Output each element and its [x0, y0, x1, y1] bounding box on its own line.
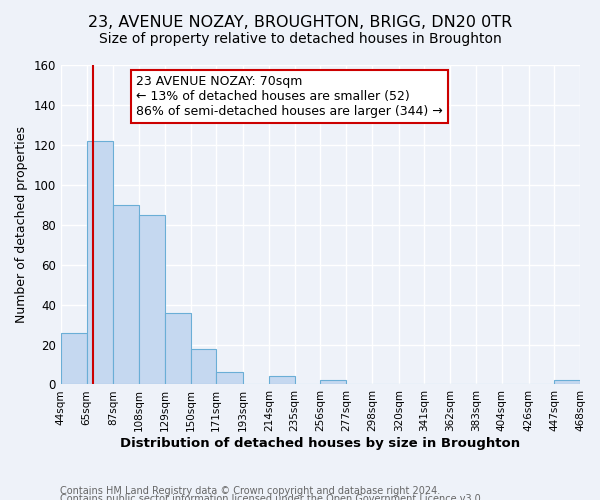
Text: 23, AVENUE NOZAY, BROUGHTON, BRIGG, DN20 0TR: 23, AVENUE NOZAY, BROUGHTON, BRIGG, DN20… — [88, 15, 512, 30]
Bar — [61, 332, 86, 384]
Bar — [269, 376, 295, 384]
Bar — [554, 380, 580, 384]
Bar — [217, 372, 243, 384]
Bar — [165, 312, 191, 384]
Bar — [86, 141, 113, 384]
Text: Contains public sector information licensed under the Open Government Licence v3: Contains public sector information licen… — [60, 494, 484, 500]
Bar — [320, 380, 346, 384]
Bar — [113, 205, 139, 384]
Text: Size of property relative to detached houses in Broughton: Size of property relative to detached ho… — [98, 32, 502, 46]
Bar — [139, 214, 165, 384]
X-axis label: Distribution of detached houses by size in Broughton: Distribution of detached houses by size … — [121, 437, 520, 450]
Text: Contains HM Land Registry data © Crown copyright and database right 2024.: Contains HM Land Registry data © Crown c… — [60, 486, 440, 496]
Bar — [191, 348, 217, 384]
Y-axis label: Number of detached properties: Number of detached properties — [15, 126, 28, 323]
Text: 23 AVENUE NOZAY: 70sqm
← 13% of detached houses are smaller (52)
86% of semi-det: 23 AVENUE NOZAY: 70sqm ← 13% of detached… — [136, 74, 443, 118]
